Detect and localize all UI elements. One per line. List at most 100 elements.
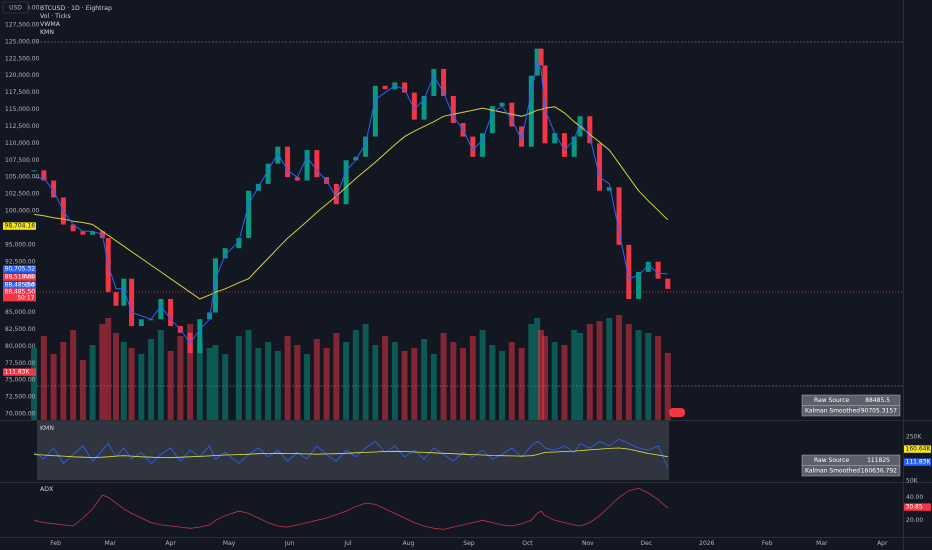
- volume-bar: [304, 354, 311, 420]
- price-tick-label: 82,500.00: [5, 326, 36, 333]
- volume-bar: [235, 336, 242, 420]
- volume-bar: [120, 342, 127, 420]
- price-tick-label: 80,000.00: [5, 343, 36, 350]
- candle: [275, 146, 281, 164]
- info-value: 111825: [867, 457, 890, 464]
- volume-bar: [596, 321, 603, 420]
- price-tick-label: 107,500.00: [5, 157, 40, 164]
- indicator-tick-label: 40.00: [906, 494, 923, 501]
- volume-bar: [571, 330, 578, 420]
- candle: [538, 48, 544, 66]
- volume-bar: [538, 330, 545, 420]
- candle: [246, 190, 252, 239]
- volume-bar: [479, 330, 486, 420]
- price-tick-label: 77,500.00: [5, 360, 36, 367]
- price-tick-label: 125,000.00: [5, 38, 40, 45]
- legend-volume: Vol · Ticks: [40, 13, 71, 20]
- volume-bar: [561, 345, 568, 420]
- volume-bar: [79, 360, 86, 420]
- candle: [519, 126, 525, 147]
- candle: [138, 319, 144, 327]
- candle: [113, 292, 119, 306]
- candle: [421, 95, 427, 120]
- candle: [80, 231, 86, 235]
- price-badge: [3, 265, 36, 273]
- info-value: 88485.5: [865, 397, 890, 404]
- candle: [552, 133, 558, 144]
- volume-bar: [245, 330, 252, 420]
- indicator-tick-label: 50K: [906, 478, 919, 485]
- volume-bar: [586, 324, 593, 420]
- volume-bar: [606, 318, 613, 420]
- volume-bar: [518, 348, 525, 420]
- volume-bar: [430, 354, 437, 420]
- volume-bar: [411, 348, 418, 420]
- volume-bar: [294, 345, 301, 420]
- info-value: 90705.3157: [861, 408, 897, 415]
- volume-bar: [167, 351, 174, 420]
- time-tick-label: 2026: [699, 540, 714, 547]
- volume-bar: [187, 324, 194, 420]
- price-tick-label: 92,500.00: [5, 258, 36, 265]
- time-tick-label: Mar: [104, 540, 116, 547]
- indicator-tick-label: 20.00: [906, 517, 923, 524]
- indicator-tick-label: 250K: [906, 434, 922, 441]
- time-tick-label: Apr: [165, 540, 176, 547]
- candle: [626, 244, 632, 299]
- time-tick-label: Nov: [582, 540, 594, 547]
- candle: [489, 106, 495, 134]
- volume-bar: [333, 333, 340, 420]
- volume-bar: [616, 315, 623, 420]
- volume-bar: [148, 339, 155, 420]
- candle: [31, 170, 37, 172]
- price-badge: [3, 281, 36, 289]
- candle: [236, 238, 242, 249]
- candle: [304, 150, 310, 181]
- candle: [314, 150, 320, 178]
- candle: [636, 271, 642, 299]
- volume-bar: [460, 348, 467, 420]
- indicator-line: [34, 106, 669, 300]
- time-tick-label: Jul: [343, 540, 352, 547]
- volume-bar: [391, 342, 398, 420]
- info-label: Raw Source: [814, 397, 849, 404]
- info-label: Raw Source: [814, 457, 849, 464]
- event-marker[interactable]: [669, 408, 685, 417]
- indicator-line: [33, 438, 669, 468]
- candle: [363, 136, 369, 157]
- time-tick-label: May: [223, 540, 236, 547]
- currency-button[interactable]: [2, 1, 29, 14]
- price-tick-label: 115,000.00: [5, 106, 40, 113]
- volume-bar: [469, 336, 476, 420]
- volume-bar: [212, 345, 219, 420]
- volume-bar: [206, 348, 213, 420]
- candle: [561, 133, 567, 157]
- legend-vwma: VWMA: [40, 21, 61, 28]
- volume-bar: [528, 324, 535, 420]
- volume-bar: [70, 330, 77, 420]
- indicator-line: [34, 447, 668, 459]
- price-badge: [3, 222, 36, 230]
- candle: [411, 92, 417, 120]
- info-label: Kalman Smoothed: [805, 408, 860, 415]
- candle: [70, 224, 76, 232]
- volume-bar: [372, 345, 379, 420]
- price-badge-text: 88,485.50: [5, 282, 36, 289]
- price-badge-tag: Ask: [24, 274, 35, 281]
- candle: [528, 75, 534, 147]
- time-tick-label: Sep: [463, 540, 475, 547]
- candle: [587, 116, 593, 144]
- indicator-line: [34, 60, 668, 344]
- candle: [499, 102, 505, 107]
- price-badge-text: 98,704.16: [5, 223, 36, 230]
- time-tick-label: Oct: [522, 540, 533, 547]
- price-tick-label: 75,000.00: [5, 377, 36, 384]
- candle: [372, 85, 378, 137]
- price-badge: [3, 368, 36, 376]
- volume-bar: [89, 345, 96, 420]
- candle: [402, 82, 408, 93]
- volume-bar: [655, 336, 662, 420]
- volume-bar: [222, 354, 229, 420]
- volume-bar: [313, 339, 320, 420]
